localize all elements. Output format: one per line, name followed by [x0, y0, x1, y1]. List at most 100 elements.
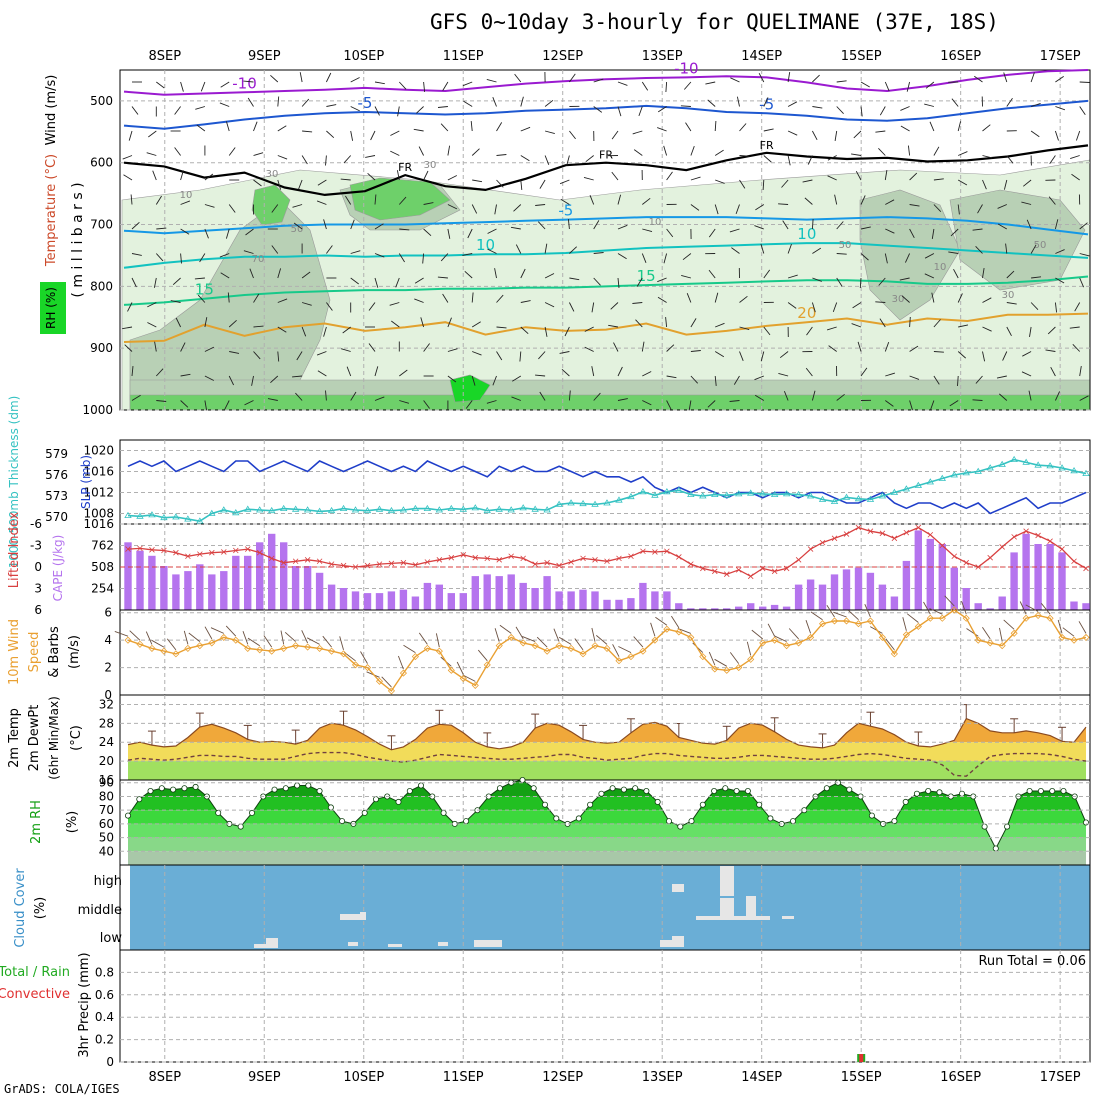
y-tick-label: 90 — [99, 776, 114, 790]
data-point — [735, 567, 742, 573]
wind-barb — [486, 78, 497, 83]
data-point — [830, 497, 839, 505]
wind-barb — [924, 273, 935, 279]
wind-barb — [885, 199, 895, 205]
wind-barb — [642, 400, 652, 406]
cape-bar — [842, 569, 851, 610]
data-point — [507, 633, 515, 641]
wind-barb — [812, 130, 818, 141]
wind-barb — [569, 277, 580, 281]
wind-barb — [569, 246, 578, 254]
wind-barb — [714, 204, 719, 215]
data-point — [495, 505, 503, 512]
wind-barb — [1055, 277, 1065, 284]
rh-shade — [349, 177, 451, 221]
wind-barb — [494, 628, 500, 642]
wind-barb — [114, 630, 129, 637]
cape-bar — [196, 564, 204, 610]
data-point — [903, 529, 910, 536]
wind-barb — [836, 253, 847, 255]
data-point — [244, 546, 251, 552]
data-point — [938, 614, 946, 622]
wind-barb — [1054, 391, 1061, 401]
wind-barb — [1054, 302, 1058, 313]
wind-barb — [204, 346, 215, 352]
data-point — [197, 551, 203, 557]
wind-barb — [781, 179, 789, 188]
wind-barb — [982, 351, 986, 362]
wind-barb — [129, 630, 141, 641]
data-point — [699, 653, 707, 661]
wind-barb — [787, 155, 791, 166]
wind-barb — [708, 228, 716, 238]
wind-barb — [496, 179, 504, 188]
wind-barb — [608, 324, 619, 328]
data-point — [782, 490, 791, 497]
wind-barb — [447, 228, 451, 239]
cape-bar — [184, 571, 192, 610]
wind-barb — [374, 277, 379, 288]
wind-barb — [343, 155, 352, 164]
wind-barb — [350, 277, 359, 285]
wind-barb — [350, 106, 360, 112]
data-point — [447, 666, 455, 674]
wind-barb — [617, 224, 628, 230]
axis-label: 2m DewPt — [27, 705, 42, 772]
slp-thickness-panel — [119, 439, 1091, 525]
data-point — [148, 644, 156, 652]
wind-barb — [155, 195, 162, 205]
cape-bar — [782, 606, 791, 610]
wind-barb — [885, 400, 894, 407]
wind-barb — [471, 204, 478, 214]
cloud-bar — [782, 916, 794, 919]
wind-barb — [316, 200, 327, 205]
data-point — [890, 650, 898, 658]
axis-label: CAPE (J/kg) — [51, 535, 65, 602]
wind-barb — [636, 277, 643, 287]
wind-barb — [415, 106, 424, 114]
isotherm-label: 15 — [195, 281, 214, 299]
cloud-level-label: low — [100, 931, 123, 946]
wind-barb — [900, 125, 910, 132]
wind-barb — [146, 152, 157, 156]
wind-barb — [811, 218, 814, 230]
wind-barb — [414, 277, 424, 284]
wind-barb — [326, 245, 333, 254]
wind-barb — [1078, 621, 1087, 634]
data-point — [878, 492, 887, 499]
wind-barb — [1048, 196, 1056, 205]
data-point — [998, 460, 1006, 467]
wind-barb — [860, 253, 869, 261]
wind-barb — [746, 641, 752, 656]
wind-barb — [982, 297, 992, 303]
data-point — [1010, 629, 1018, 637]
cape-bar — [627, 598, 635, 610]
data-point — [172, 650, 180, 658]
wind-barb — [253, 121, 258, 132]
y-tick-label: 0.8 — [95, 965, 114, 979]
wind-barb — [155, 368, 164, 377]
wind-barb — [494, 268, 497, 279]
wind-barb — [564, 326, 570, 337]
data-point — [161, 547, 167, 554]
data-point — [604, 558, 610, 565]
wind-barb — [180, 228, 190, 235]
wind-barb — [326, 302, 333, 311]
isotherm-line — [123, 275, 1089, 306]
cape-bar — [280, 542, 288, 610]
wind-barb — [496, 122, 503, 132]
series-line-thickness — [127, 458, 1087, 523]
data-point — [232, 547, 239, 554]
cloud-bar — [340, 914, 364, 920]
wind-barb — [437, 106, 448, 108]
wind-barb — [1054, 130, 1059, 141]
wind-barb — [520, 179, 523, 190]
cloud-level-label: middle — [78, 903, 122, 918]
wind-barb — [374, 223, 384, 230]
isotherm-line — [123, 144, 1089, 197]
wind-barb — [930, 400, 935, 411]
data-point — [376, 561, 383, 567]
wind-barb — [423, 170, 429, 181]
data-point — [436, 557, 443, 563]
data-point — [184, 515, 192, 522]
